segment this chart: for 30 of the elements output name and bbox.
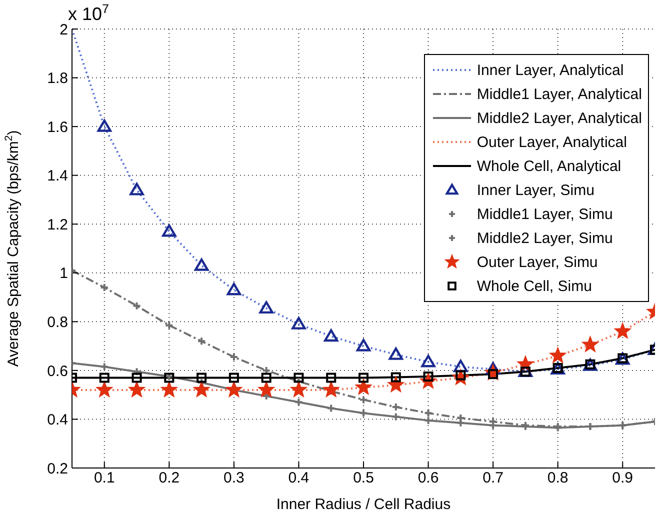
x-tick-label: 0.7 <box>482 470 504 487</box>
legend-label: Whole Cell, Analytical <box>476 158 622 174</box>
x-tick-label: 0.4 <box>288 470 310 487</box>
x-tick-label: 0.2 <box>158 470 180 487</box>
legend-label: Outer Layer, Simu <box>476 254 598 270</box>
x-axis-title: Inner Radius / Cell Radius <box>276 496 451 513</box>
legend-label: Whole Cell, Simu <box>476 278 592 294</box>
x-tick-label: 0.6 <box>418 470 439 487</box>
x-tick-label: 0.9 <box>612 470 634 487</box>
x-tick-label: 0.1 <box>94 470 115 487</box>
legend-label: Outer Layer, Analytical <box>476 134 627 150</box>
y-tick-label: 1 <box>60 265 68 282</box>
x-tick-label: 0.3 <box>224 470 244 487</box>
legend-label: Middle2 Layer, Simu <box>476 230 613 246</box>
text: x 10$^{7}$ <box>68 2 110 24</box>
legend-label: Inner Layer, Simu <box>476 182 594 198</box>
y-tick-label: 1.6 <box>47 118 68 136</box>
y-tick-label: 0.6 <box>47 362 68 380</box>
legend-label: Middle1 Layer, Analytical <box>476 86 642 102</box>
x-tick-label: 0.8 <box>547 470 568 487</box>
legend-label: Inner Layer, Analytical <box>476 62 624 78</box>
y-tick-label: 2 <box>60 21 68 38</box>
y-tick-label: 1.2 <box>47 216 68 234</box>
legend-label: Middle2 Layer, Analytical <box>476 110 642 126</box>
x-tick-label: 0.5 <box>353 470 374 487</box>
y-tick-label: 1.8 <box>47 70 68 88</box>
y-tick-label: 1.4 <box>47 168 68 185</box>
legend-label: Middle1 Layer, Simu <box>476 206 613 222</box>
y-tick-label: 0.8 <box>47 314 68 331</box>
y-tick-label: 0.4 <box>47 412 68 429</box>
